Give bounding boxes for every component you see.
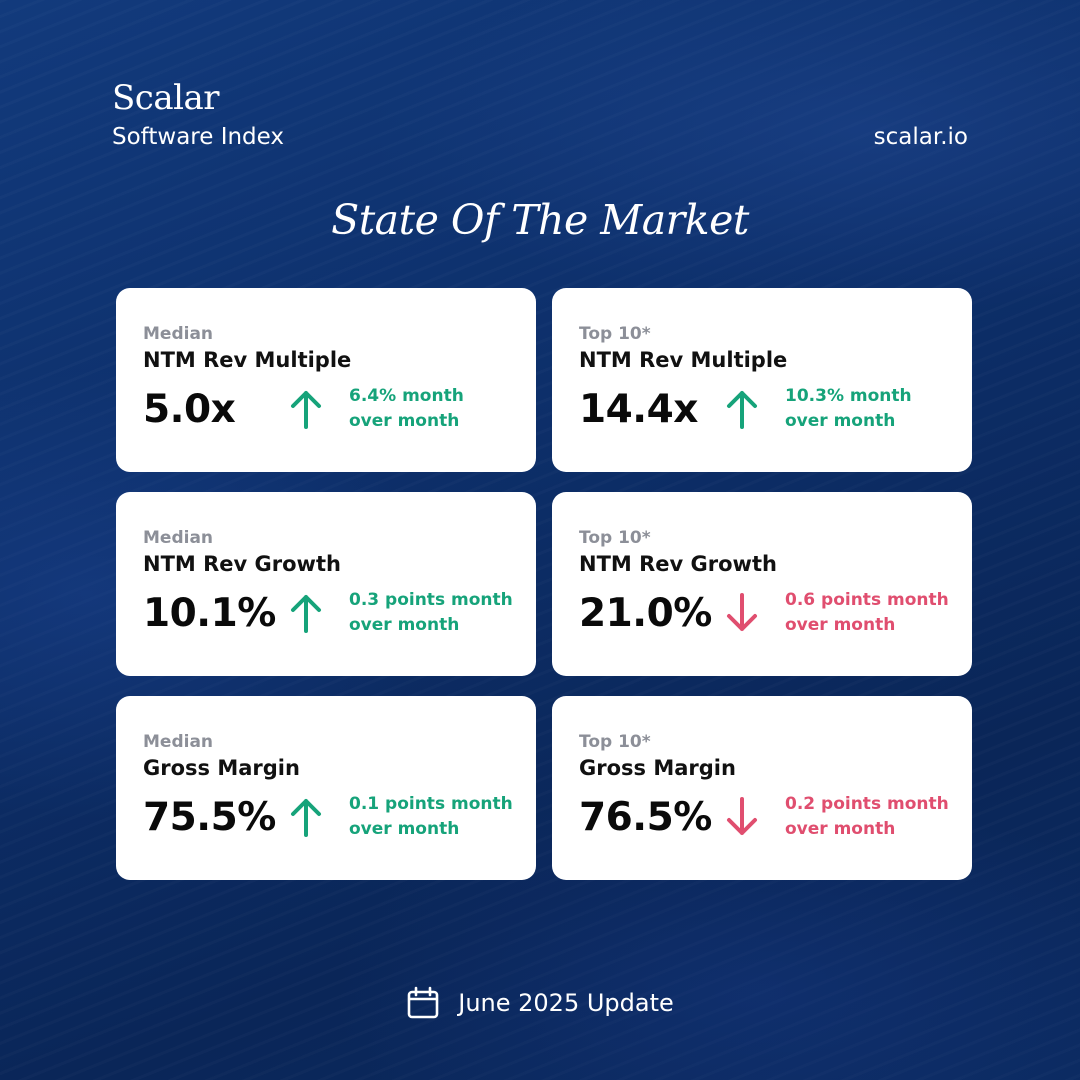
arrow-down-icon [727,593,757,631]
arrow-up-icon [291,595,321,633]
metric-card-median-gross-margin: Median Gross Margin 75.5% 0.1 points mon… [116,696,536,880]
card-metric-label: NTM Rev Multiple [143,348,352,372]
card-change-line1: 0.3 points month [349,590,513,610]
card-metric-label: NTM Rev Multiple [579,348,788,372]
website-link[interactable]: scalar.io [873,124,968,150]
card-change-line2: over month [785,615,896,635]
card-change: 6.4% month over month [349,384,529,434]
card-value: 5.0x [143,387,236,432]
arrow-up-icon [291,391,321,429]
card-group-label: Median [143,324,214,344]
card-change: 0.6 points month over month [785,588,965,638]
update-footer: June 2025 Update [0,986,1080,1020]
card-change-line1: 0.2 points month [785,794,949,814]
card-change-line1: 0.6 points month [785,590,949,610]
card-metric-label: Gross Margin [579,756,736,780]
card-change-line1: 0.1 points month [349,794,513,814]
card-group-label: Median [143,732,214,752]
card-value: 75.5% [143,795,276,840]
card-change: 10.3% month over month [785,384,965,434]
card-value: 76.5% [579,795,712,840]
card-value: 10.1% [143,591,276,636]
card-metric-label: Gross Margin [143,756,300,780]
card-change-line1: 6.4% month [349,386,464,406]
arrow-up-icon [291,799,321,837]
calendar-icon [407,986,439,1019]
card-change: 0.2 points month over month [785,792,965,842]
card-change-line1: 10.3% month [785,386,912,406]
product-name: Software Index [112,124,285,150]
card-group-label: Top 10* [579,732,651,752]
page-title: State Of The Market [331,196,749,244]
metric-card-top10-ntm-rev-multiple: Top 10* NTM Rev Multiple 14.4x 10.3% mon… [552,288,972,472]
update-label: June 2025 Update [458,989,674,1017]
card-change-line2: over month [349,411,460,431]
card-group-label: Median [143,528,214,548]
brand-logo: Scalar [112,78,220,118]
card-change: 0.3 points month over month [349,588,529,638]
card-change-line2: over month [349,615,460,635]
card-change-line2: over month [785,411,896,431]
card-value: 14.4x [579,387,698,432]
metric-card-median-ntm-rev-growth: Median NTM Rev Growth 10.1% 0.3 points m… [116,492,536,676]
arrow-down-icon [727,797,757,835]
card-group-label: Top 10* [579,324,651,344]
card-change-line2: over month [785,819,896,839]
card-metric-label: NTM Rev Growth [579,552,777,576]
card-change: 0.1 points month over month [349,792,529,842]
card-group-label: Top 10* [579,528,651,548]
arrow-up-icon [727,391,757,429]
metric-card-top10-ntm-rev-growth: Top 10* NTM Rev Growth 21.0% 0.6 points … [552,492,972,676]
card-change-line2: over month [349,819,460,839]
metric-card-top10-gross-margin: Top 10* Gross Margin 76.5% 0.2 points mo… [552,696,972,880]
card-value: 21.0% [579,591,712,636]
card-metric-label: NTM Rev Growth [143,552,341,576]
metric-card-median-ntm-rev-multiple: Median NTM Rev Multiple 5.0x 6.4% month … [116,288,536,472]
